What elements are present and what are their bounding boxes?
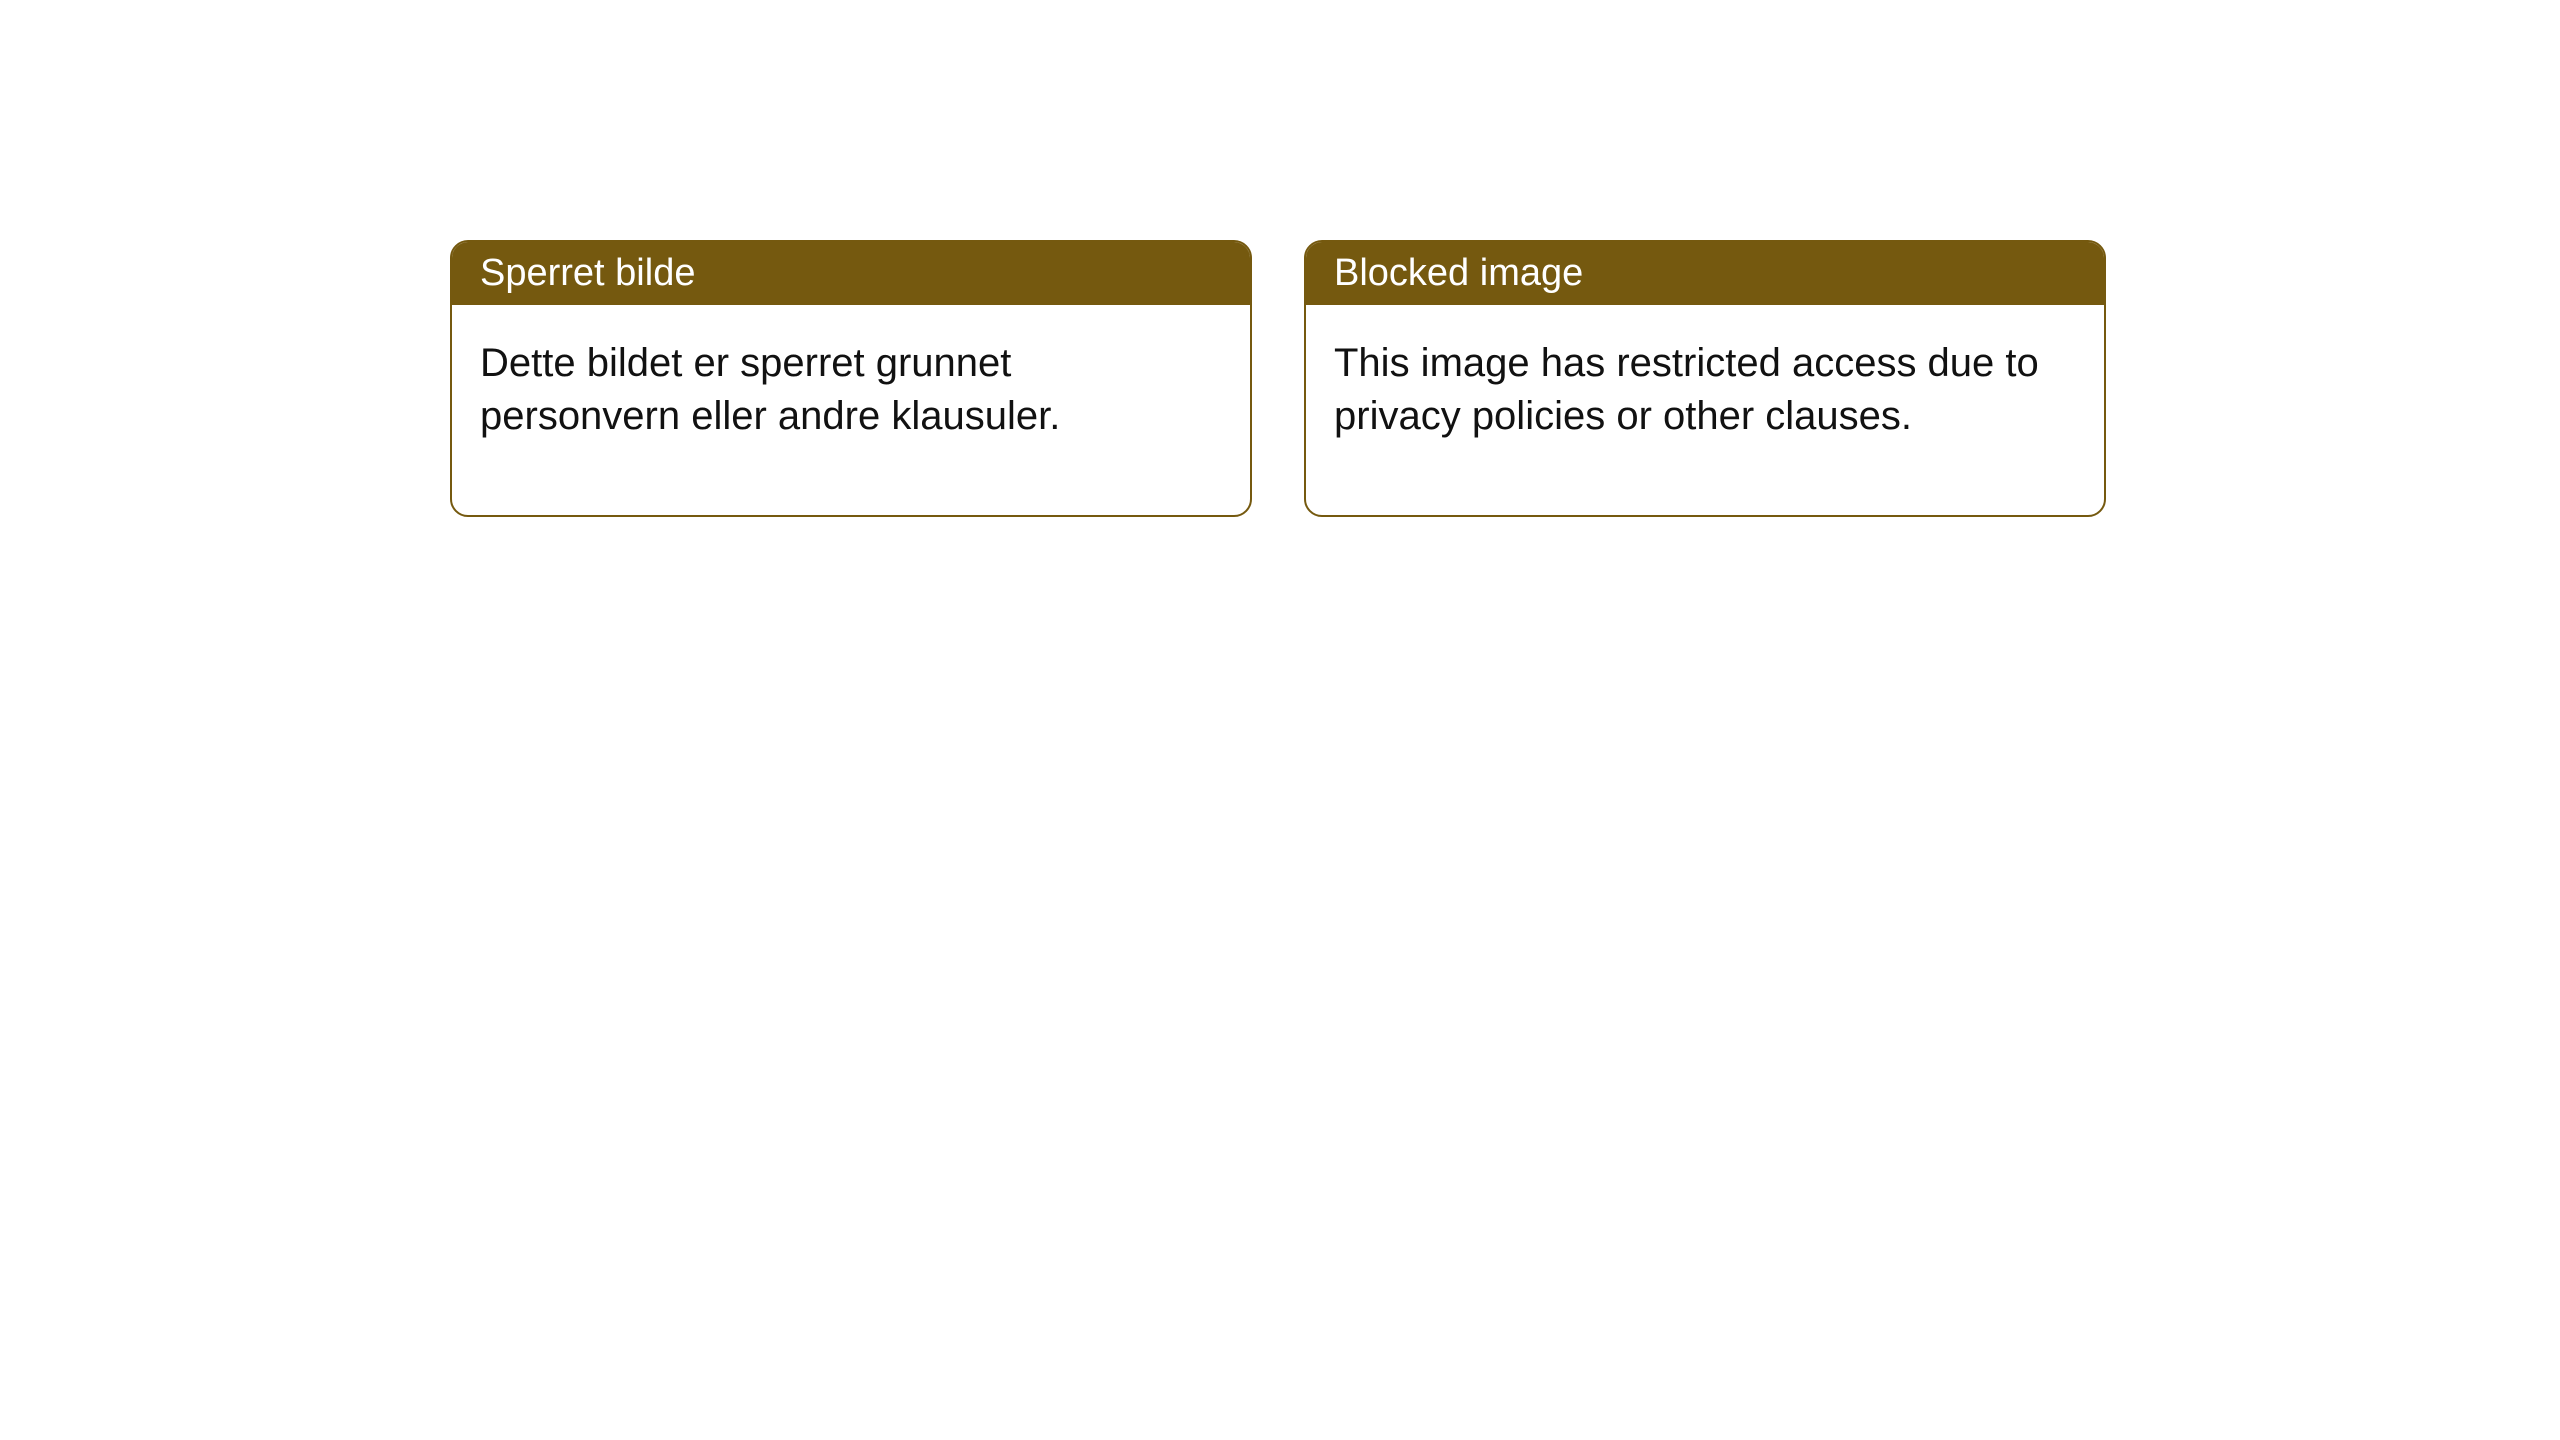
notice-title: Blocked image — [1306, 242, 2104, 305]
notice-container: Sperret bilde Dette bildet er sperret gr… — [0, 0, 2560, 517]
notice-body: This image has restricted access due to … — [1306, 305, 2104, 515]
notice-title: Sperret bilde — [452, 242, 1250, 305]
notice-body: Dette bildet er sperret grunnet personve… — [452, 305, 1250, 515]
notice-card-english: Blocked image This image has restricted … — [1304, 240, 2106, 517]
notice-card-norwegian: Sperret bilde Dette bildet er sperret gr… — [450, 240, 1252, 517]
